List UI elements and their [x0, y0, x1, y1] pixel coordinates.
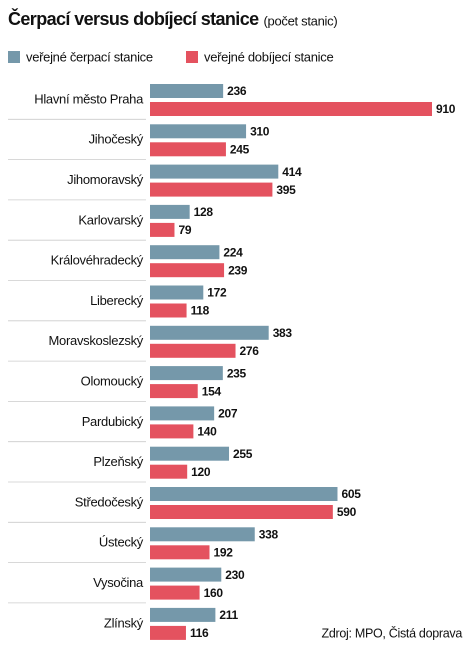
category-label: Královéhradecký: [51, 253, 144, 268]
bar: [150, 567, 222, 582]
value-label: 160: [204, 586, 224, 600]
bar: [150, 384, 198, 399]
bar: [150, 625, 186, 640]
value-label: 192: [213, 545, 233, 559]
value-label: 120: [191, 465, 211, 479]
source: Zdroj: MPO, Čistá doprava: [322, 625, 463, 640]
value-label: 235: [227, 366, 247, 380]
value-label: 211: [219, 608, 238, 622]
legend-label: veřejné dobíjecí stanice: [204, 49, 333, 64]
value-label: 310: [250, 124, 270, 138]
bar: [150, 142, 226, 157]
bar: [150, 505, 333, 519]
value-label: 207: [218, 407, 238, 421]
category-label: Hlavní město Praha: [34, 91, 144, 106]
value-label: 236: [227, 84, 247, 98]
bar: [150, 124, 247, 139]
bar: [150, 303, 187, 318]
bar: [150, 607, 216, 622]
value-label: 590: [337, 505, 357, 519]
bar: [150, 446, 230, 461]
bar: [150, 222, 175, 237]
bar: [150, 204, 190, 219]
chart-subtitle: (počet stanic): [264, 13, 338, 28]
chart-title: Čerpací versus dobíjecí stanice: [8, 8, 259, 29]
legend-swatch: [186, 51, 198, 63]
value-label: 245: [230, 142, 250, 156]
value-label: 172: [207, 286, 227, 300]
category-label: Moravskoslezský: [49, 333, 144, 348]
value-label: 79: [178, 223, 191, 237]
bar: [150, 263, 225, 278]
value-label: 128: [194, 205, 214, 219]
category-label: Středočeský: [75, 494, 144, 509]
category-label: Ústecký: [99, 535, 144, 550]
category-label: Karlovarský: [78, 212, 143, 227]
category-label: Pardubický: [82, 414, 144, 429]
bar: [150, 343, 236, 358]
bar: [150, 585, 200, 600]
category-label: Olomoucký: [81, 374, 144, 389]
bar: [150, 424, 194, 439]
value-label: 605: [341, 487, 361, 501]
bar: [150, 527, 255, 542]
value-label: 230: [225, 568, 245, 582]
value-label: 154: [202, 384, 222, 398]
category-label: Plzeňský: [93, 454, 143, 469]
value-label: 255: [233, 447, 253, 461]
value-label: 239: [228, 263, 248, 277]
bar: [150, 406, 215, 421]
bar: [150, 325, 269, 340]
bar: [150, 545, 210, 560]
value-label: 338: [259, 527, 279, 541]
bar: [150, 164, 279, 179]
category-label: Zlínský: [104, 615, 144, 630]
bar: [150, 487, 338, 501]
bar: [150, 102, 432, 116]
bar: [150, 366, 223, 381]
category-label: Liberecký: [90, 293, 144, 308]
legend-swatch: [8, 51, 20, 63]
bar: [150, 464, 188, 479]
value-label: 224: [223, 245, 243, 259]
value-label: 276: [240, 344, 260, 358]
category-label: Jihomoravský: [67, 172, 144, 187]
value-label: 383: [273, 326, 293, 340]
value-label: 118: [191, 304, 210, 318]
legend-label: veřejné čerpací stanice: [26, 49, 153, 64]
value-label: 395: [276, 183, 296, 197]
category-label: Vysočina: [93, 575, 144, 590]
value-label: 116: [190, 626, 209, 640]
value-label: 910: [436, 102, 456, 116]
bar: [150, 84, 224, 98]
bar: [150, 245, 220, 260]
value-label: 140: [197, 425, 217, 439]
bar: [150, 285, 204, 300]
bar: [150, 182, 273, 197]
category-label: Jihočeský: [89, 132, 144, 147]
value-label: 414: [282, 165, 302, 179]
